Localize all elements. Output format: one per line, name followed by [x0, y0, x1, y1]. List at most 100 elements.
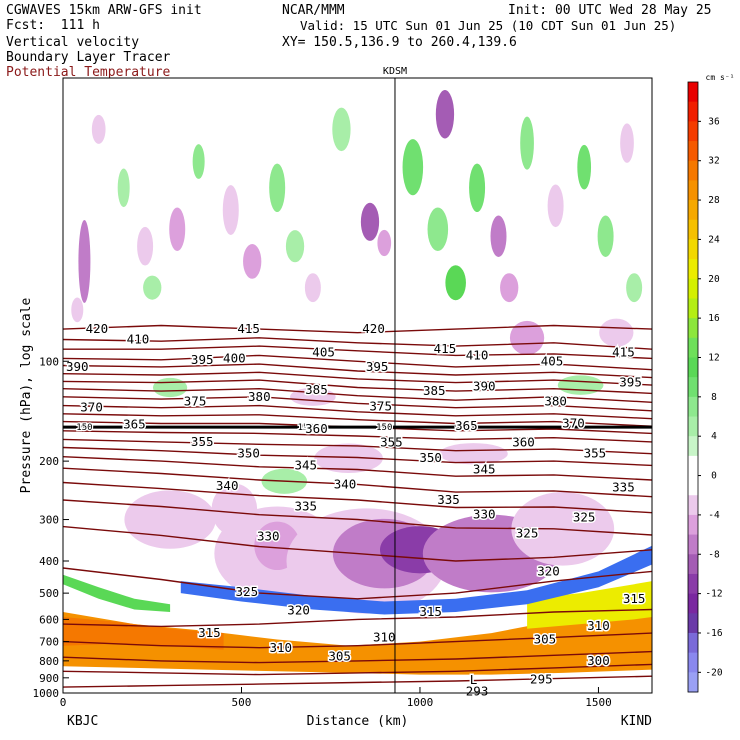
colorbar-swatch: [688, 416, 698, 437]
velocity-region: [597, 215, 614, 258]
velocity-region: [547, 184, 564, 228]
velocity-region: [435, 89, 455, 139]
tracer-band: [63, 574, 171, 612]
velocity-region: [78, 219, 91, 303]
velocity-region: [304, 273, 321, 303]
theta-label: 350: [419, 450, 442, 465]
colorbar-swatch: [688, 573, 698, 595]
colorbar-swatch: [688, 495, 698, 516]
velocity-region: [500, 273, 519, 303]
theta-label: 370: [80, 400, 103, 415]
velocity-region: [269, 163, 286, 213]
theta-label: 380: [248, 389, 271, 404]
header-model: CGWAVES 15km ARW-GFS init: [6, 3, 202, 18]
x-tick-label: 0: [60, 696, 67, 709]
theta-label: 405: [541, 353, 564, 368]
theta-label: 380: [544, 393, 567, 408]
colorbar-tick-label: 16: [708, 313, 720, 324]
colorbar-tick-label: -8: [708, 549, 720, 560]
theta-contour-350: [63, 446, 652, 467]
theta-contour-340: [63, 467, 652, 498]
theta-label: 315: [419, 604, 442, 619]
colorbar-swatch: [688, 180, 698, 201]
y-tick-label: 300: [39, 514, 59, 527]
colorbar-swatch: [688, 613, 698, 634]
colorbar-tick-label: 24: [708, 234, 720, 245]
colorbar-swatch: [688, 357, 698, 378]
theta-label: 315: [623, 591, 646, 606]
velocity-region: [520, 116, 534, 170]
colorbar-swatch: [688, 632, 698, 654]
colorbar-frame: [687, 81, 699, 693]
velocity-region: [285, 230, 305, 263]
theta-label: 320: [537, 563, 560, 578]
colorbar-swatch: [688, 652, 698, 673]
y-tick-label: 800: [39, 655, 59, 668]
velocity-region: [509, 320, 545, 355]
theta-contour-405: [63, 354, 652, 371]
colorbar-swatch: [688, 514, 698, 536]
colorbar-swatch: [688, 534, 698, 555]
y-tick-label: 1000: [33, 687, 60, 700]
velocity-region: [439, 443, 508, 465]
theta-label: 315: [198, 625, 221, 640]
velocity-region: [117, 168, 130, 208]
theta-label: 400: [223, 350, 246, 365]
velocity-region: [91, 114, 106, 144]
theta-contour-325: [63, 525, 652, 562]
x-tick-label: 1000: [407, 696, 434, 709]
theta-label: 385: [423, 383, 446, 398]
theta-label: 410: [466, 347, 489, 362]
velocity-region: [445, 265, 466, 301]
colorbar-swatch: [688, 377, 698, 398]
colorbar-tick-label: 28: [708, 195, 720, 206]
theta-label: 295: [530, 671, 553, 686]
theta-label: 390: [473, 378, 496, 393]
colorbar-swatch: [688, 82, 698, 103]
theta-label: 305: [328, 648, 351, 663]
theta-contour-360: [63, 430, 652, 443]
theta-label: 325: [516, 525, 539, 540]
theta-contour-380: [63, 396, 652, 412]
theta-label: 415: [612, 344, 635, 359]
plot-frame: [62, 77, 653, 694]
y-tick-label: 900: [39, 672, 59, 685]
tracer-band: [527, 581, 652, 629]
theta-label: 365: [455, 418, 478, 433]
velocity-region: [152, 377, 188, 398]
theta-label: 375: [184, 393, 207, 408]
theta-label: 395: [191, 352, 214, 367]
velocity-region: [490, 215, 507, 258]
left-endpoint-label: KBJC: [67, 714, 98, 729]
x-tick-label: 500: [232, 696, 252, 709]
theta-contour-390: [63, 379, 652, 395]
velocity-region: [314, 443, 383, 473]
theta-label: 345: [294, 457, 317, 472]
potential-temperature-layer: [63, 324, 652, 688]
theta-contour-330: [63, 499, 652, 536]
header-field-boundary-layer-tracer: Boundary Layer Tracer: [6, 50, 171, 65]
velocity-region: [360, 202, 380, 241]
marker-layer: KDSM: [383, 66, 407, 693]
colorbar-tick-label: -12: [705, 589, 722, 600]
velocity-region: [626, 273, 643, 303]
colorbar-tick-label: -20: [705, 667, 722, 678]
theta-label: 340: [216, 478, 239, 493]
y-tick-label: 100: [39, 355, 59, 368]
theta-label: 293: [466, 684, 489, 699]
theta-label: 310: [269, 640, 292, 655]
theta-contour-410: [63, 345, 652, 360]
header-xy-coordinates: XY= 150.5,136.9 to 260.4,139.6: [282, 35, 517, 50]
y-tick-label: 500: [39, 587, 59, 600]
colorbar-swatch: [688, 121, 698, 142]
theta-label: 330: [257, 529, 280, 544]
header-init-time: Init: 00 UTC Wed 28 May 25: [508, 3, 712, 18]
colorbar-tick-label: -16: [705, 628, 722, 639]
velocity-region: [427, 207, 449, 252]
theta-label: 385: [305, 382, 328, 397]
tropopause-label: 150: [298, 423, 314, 433]
y-axis-label: Pressure (hPa), log scale: [19, 297, 34, 493]
theta-label: 325: [236, 584, 259, 599]
kdsm-marker-label: KDSM: [383, 66, 407, 77]
velocity-region: [469, 163, 486, 213]
